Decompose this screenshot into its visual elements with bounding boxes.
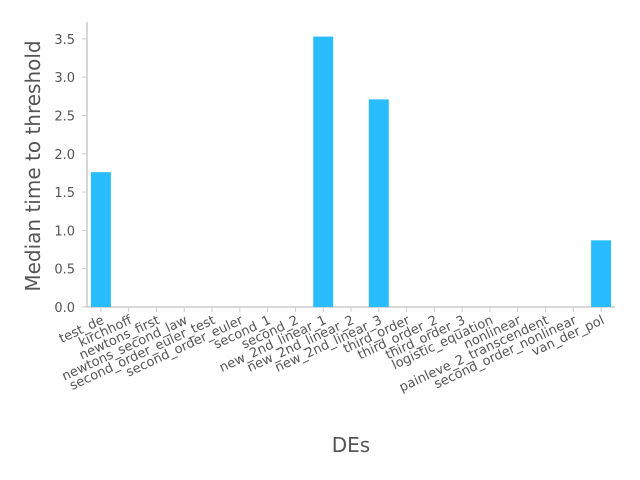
y-tick-label: 1.5	[54, 186, 75, 201]
y-ticks-group: 0.0 0.5 1.0 1.5 2.0 2.5 3.0 3.5	[54, 33, 87, 316]
bar-new_2nd_linear_3	[368, 99, 389, 308]
x-ticks-group: test_dekirchhoffnewtons_firstnewtons_sec…	[57, 307, 607, 396]
y-tick-label: 0.0	[54, 301, 75, 316]
bar-test_de	[90, 172, 111, 307]
y-axis-title: Median time to threshold	[21, 40, 45, 291]
x-axis-title: DEs	[332, 433, 370, 457]
y-tick-label: 3.0	[54, 71, 75, 86]
y-tick-label: 2.0	[54, 148, 75, 163]
y-tick-label: 2.5	[54, 109, 75, 124]
y-tick-label: 0.5	[54, 263, 75, 278]
bar-new_2nd_linear_1	[313, 36, 334, 307]
bar-van_der_pol	[591, 240, 612, 307]
y-tick-label: 1.0	[54, 224, 75, 239]
bars-group	[90, 36, 612, 308]
y-tick-label: 3.5	[54, 33, 75, 48]
